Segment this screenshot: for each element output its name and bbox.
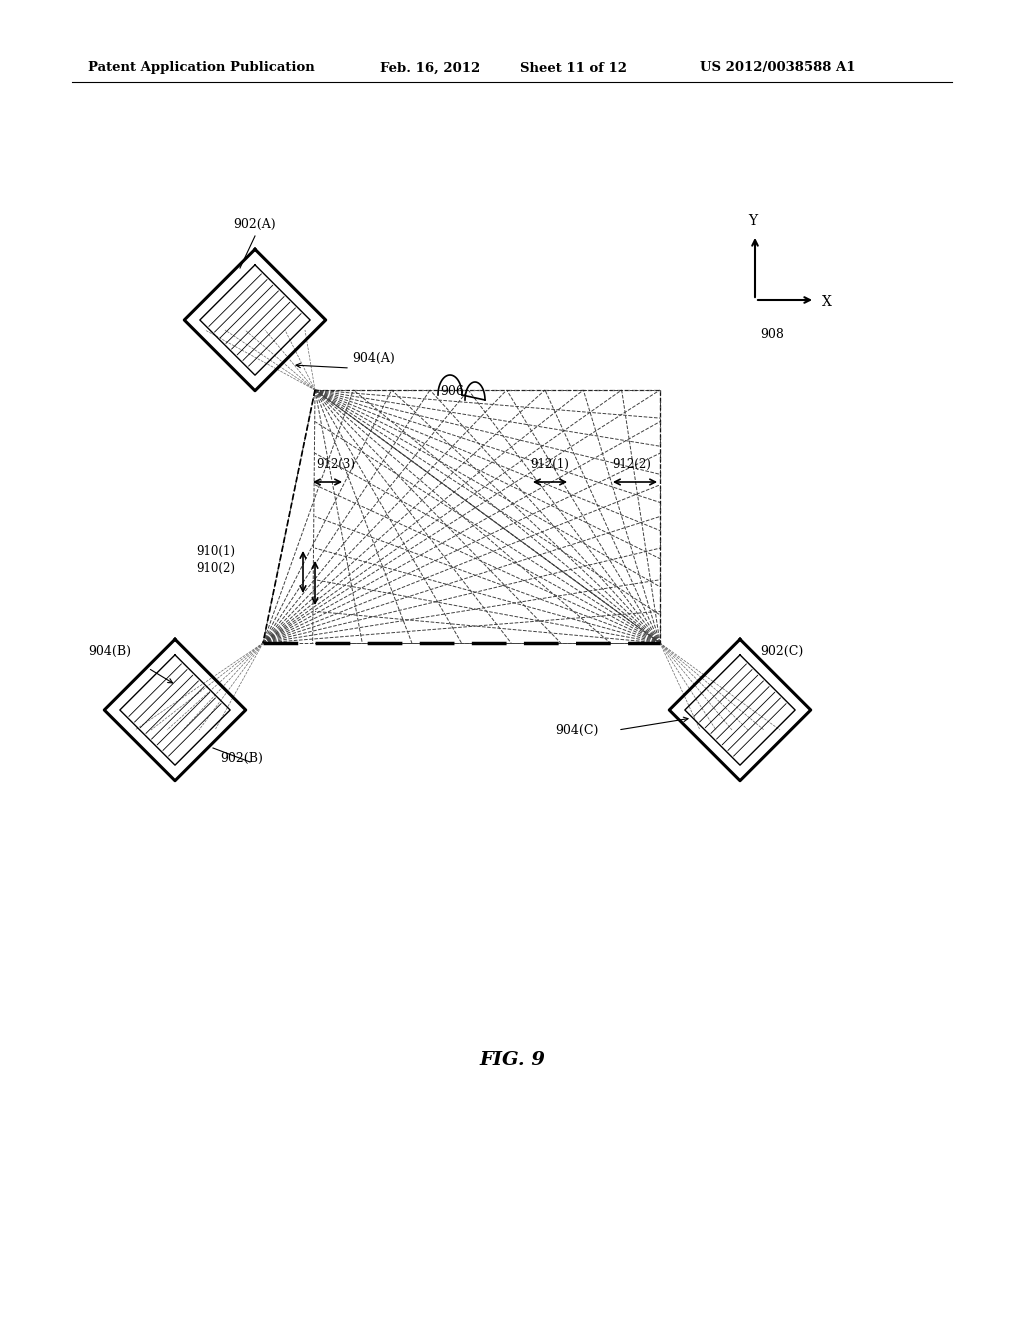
Text: 912(1): 912(1) (530, 458, 569, 471)
Text: Sheet 11 of 12: Sheet 11 of 12 (520, 62, 627, 74)
Text: 908: 908 (760, 327, 784, 341)
Text: 902(C): 902(C) (760, 645, 803, 657)
Text: US 2012/0038588 A1: US 2012/0038588 A1 (700, 62, 855, 74)
Text: X: X (822, 294, 831, 309)
Text: 912(3): 912(3) (316, 458, 355, 471)
Text: 902(B): 902(B) (220, 752, 263, 766)
Text: Y: Y (749, 214, 758, 228)
Text: Feb. 16, 2012: Feb. 16, 2012 (380, 62, 480, 74)
Text: 904(B): 904(B) (88, 645, 131, 657)
Text: 904(C): 904(C) (555, 723, 598, 737)
Text: Patent Application Publication: Patent Application Publication (88, 62, 314, 74)
Text: 912(2): 912(2) (612, 458, 651, 471)
Text: 910(2): 910(2) (196, 562, 234, 576)
Text: 902(A): 902(A) (233, 218, 276, 231)
Text: 906: 906 (440, 385, 464, 399)
Text: 904(A): 904(A) (352, 352, 394, 366)
Text: 910(1): 910(1) (196, 545, 234, 558)
Text: FIG. 9: FIG. 9 (479, 1051, 545, 1069)
